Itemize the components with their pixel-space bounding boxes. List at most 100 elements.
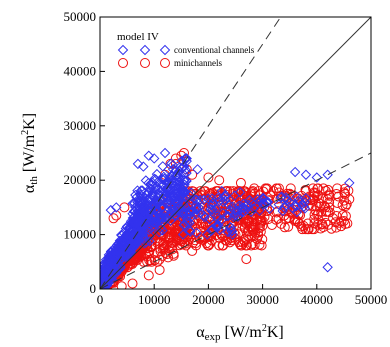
conventional-channels-point	[100, 271, 108, 282]
minichannels-point	[239, 223, 250, 234]
conventional-channels-point	[109, 254, 120, 266]
conventional-channels-point	[143, 150, 154, 161]
conventional-channels-point	[172, 196, 184, 207]
conventional-channels-point	[221, 210, 232, 222]
conventional-channels-point	[101, 280, 113, 289]
minichannels-point	[312, 183, 323, 194]
minichannels-point	[318, 193, 329, 204]
conventional-channels-point	[140, 197, 152, 209]
minichannels-point	[317, 218, 328, 229]
conventional-channels-point	[322, 262, 333, 273]
y-tick-label: 10000	[64, 227, 97, 242]
conventional-channels-point	[115, 253, 126, 265]
minichannels-point	[240, 233, 251, 244]
conventional-channels-point	[284, 196, 295, 208]
conventional-channels-point	[171, 178, 182, 190]
conventional-channels-point	[344, 177, 355, 189]
minichannels-point	[132, 255, 143, 266]
minichannels-point	[241, 254, 252, 265]
conventional-channels-point	[184, 217, 195, 229]
minichannels-point	[157, 250, 168, 261]
minichannels-point	[300, 186, 311, 197]
conventional-channels-point	[291, 206, 303, 218]
conventional-channels-point	[152, 176, 163, 188]
conventional-channels-point	[121, 229, 133, 240]
conventional-channels-point	[147, 212, 159, 223]
conventional-channels-point	[234, 187, 246, 198]
conventional-channels-point	[300, 169, 312, 180]
conventional-channels-point	[153, 196, 165, 207]
conventional-channels-point	[142, 216, 154, 227]
conventional-channels-point	[254, 205, 265, 216]
conventional-channels-point	[244, 194, 255, 206]
y-tick-label: 40000	[64, 63, 97, 78]
minichannels-point	[337, 210, 348, 221]
conventional-channels-point	[135, 185, 147, 196]
conventional-channels-point	[220, 195, 231, 206]
x-tick-label: 40000	[301, 292, 334, 307]
conventional-channels-point	[100, 264, 108, 275]
minichannels-point	[240, 218, 251, 229]
legend-label: conventional channels	[174, 45, 255, 55]
conventional-channels-point	[198, 209, 209, 221]
conventional-channels-point	[112, 245, 123, 256]
conventional-channels-point	[206, 225, 217, 236]
conventional-channels-point	[140, 200, 152, 211]
minichannels-point	[261, 184, 272, 195]
minichannels-point	[297, 195, 308, 206]
x-axis-ticks: 0 10000 20000 30000 40000 50000	[97, 284, 387, 307]
conventional-channels-point	[181, 155, 192, 167]
conventional-channels-point	[132, 158, 144, 170]
minichannels-point	[256, 240, 267, 251]
minichannels-point	[323, 219, 334, 230]
minichannels-point	[143, 270, 154, 281]
minichannels-point	[262, 183, 273, 194]
conventional-channels-point	[128, 227, 139, 238]
conventional-channels-point	[132, 185, 143, 196]
minichannels-point	[198, 222, 209, 233]
conventional-channels-point	[186, 195, 197, 206]
conventional-channels-point	[157, 212, 169, 223]
conventional-channels-point	[222, 226, 234, 238]
conventional-channels-point	[159, 147, 171, 159]
minichannels-point	[241, 240, 252, 251]
legend-marker-circle	[160, 58, 170, 68]
conventional-channels-point	[158, 192, 169, 204]
minichannels-point	[341, 199, 352, 210]
conventional-channels-point	[142, 189, 153, 200]
conventional-channels-point	[178, 175, 190, 187]
minichannels-point	[261, 203, 272, 214]
minichannels-point	[171, 233, 182, 244]
conventional-channels-point	[246, 197, 257, 209]
minichannels-point	[309, 213, 320, 224]
minichannels-point	[119, 202, 130, 213]
conventional-channels-point	[141, 204, 153, 216]
conventional-channels-point	[214, 196, 225, 207]
conventional-channels-point	[120, 243, 132, 255]
conventional-channels-point	[149, 199, 161, 210]
conventional-channels-point	[207, 223, 218, 235]
conventional-channels-point	[211, 220, 222, 231]
conventional-channels-point	[216, 185, 228, 197]
conventional-channels-point	[185, 226, 196, 237]
conventional-channels-point	[289, 166, 301, 178]
legend-marker-diamond	[159, 44, 171, 56]
conventional-channels-point	[128, 215, 140, 226]
conventional-channels-point	[190, 209, 201, 220]
plot-frame	[99, 16, 372, 290]
minichannels-point	[257, 216, 268, 226]
conventional-channels-point	[180, 164, 191, 176]
conventional-channels-point	[141, 211, 152, 222]
minichannels-point	[306, 224, 317, 235]
conventional-channels-point	[191, 227, 202, 239]
conventional-channels-point	[130, 234, 142, 245]
conventional-channels-point	[293, 195, 304, 207]
y-axis-title: αth [W/m2K]	[20, 113, 40, 193]
minichannels-point	[319, 200, 330, 211]
conventional-channels-point	[180, 153, 192, 164]
conventional-channels-point	[311, 172, 323, 183]
minichannels-point	[303, 224, 314, 235]
x-tick-label: 10000	[138, 292, 171, 307]
conventional-channels-point	[163, 185, 175, 196]
